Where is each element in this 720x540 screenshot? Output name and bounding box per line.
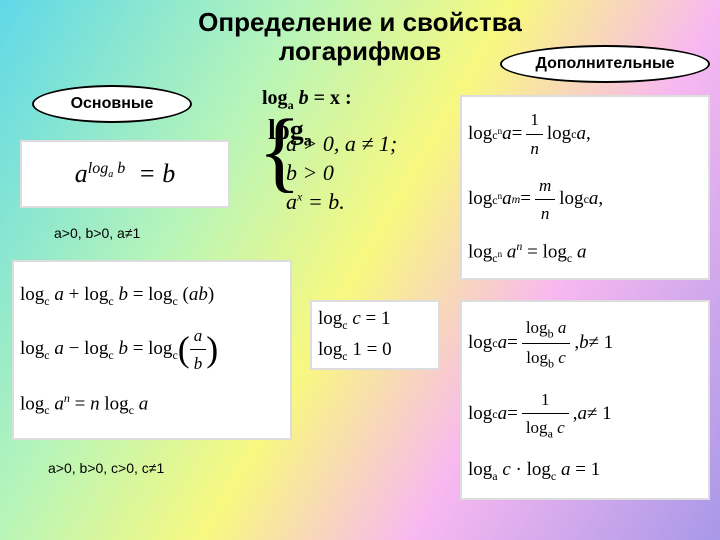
title-line2: логарифмов [279,36,441,66]
formula-base-n-n: logcn an = logc a [468,237,702,268]
title-line1: Определение и свойства [198,7,522,37]
cond-2: a>0, b>0, c>0, c≠1 [48,460,164,476]
box-log-rules: logc a + logc b = logc (ab) logc a − log… [12,260,292,440]
def-r1: a > 0, a ≠ 1; [286,131,397,157]
formula-change-base-2: logc a = 1loga c , a ≠ 1 [468,386,702,444]
formula-base-n-m: logcn am = mn logc a, [468,172,702,227]
formula-logcc: logc c = 1 [318,304,432,335]
box-right-top: logcn a = 1n logc a, logcn am = mn logc … [460,95,710,280]
formula-change-base-1: logc a = logb alogb c , b ≠ 1 [468,314,702,374]
cond-1: a>0, b>0, a≠1 [54,225,140,241]
formula-identity: aloga b = b [75,153,176,195]
pill-main: Основные [32,85,192,123]
formula-sum: logc a + logc b = logc (ab) [20,280,284,311]
box-identity: aloga b = b [20,140,230,208]
box-constants: logc c = 1 logc 1 = 0 [310,300,440,370]
def-r2: b > 0 [286,160,397,186]
formula-product: loga c · logc a = 1 [468,455,702,486]
pill-extra-label: Дополнительные [535,55,674,73]
pill-extra: Дополнительные [500,45,710,83]
def-r3: ax = b. [286,189,397,215]
def-conditions: a > 0, a ≠ 1; b > 0 ax = b. [286,128,397,218]
pill-main-label: Основные [71,95,154,113]
formula-base-n: logcn a = 1n logc a, [468,106,702,161]
formula-logc1: logc 1 = 0 [318,335,432,366]
box-right-bottom: logc a = logb alogb c , b ≠ 1 logc a = 1… [460,300,710,500]
formula-power: logc an = n logc a [20,389,284,420]
formula-diff: logc a − logc b = logc ( ab ) [20,321,284,379]
